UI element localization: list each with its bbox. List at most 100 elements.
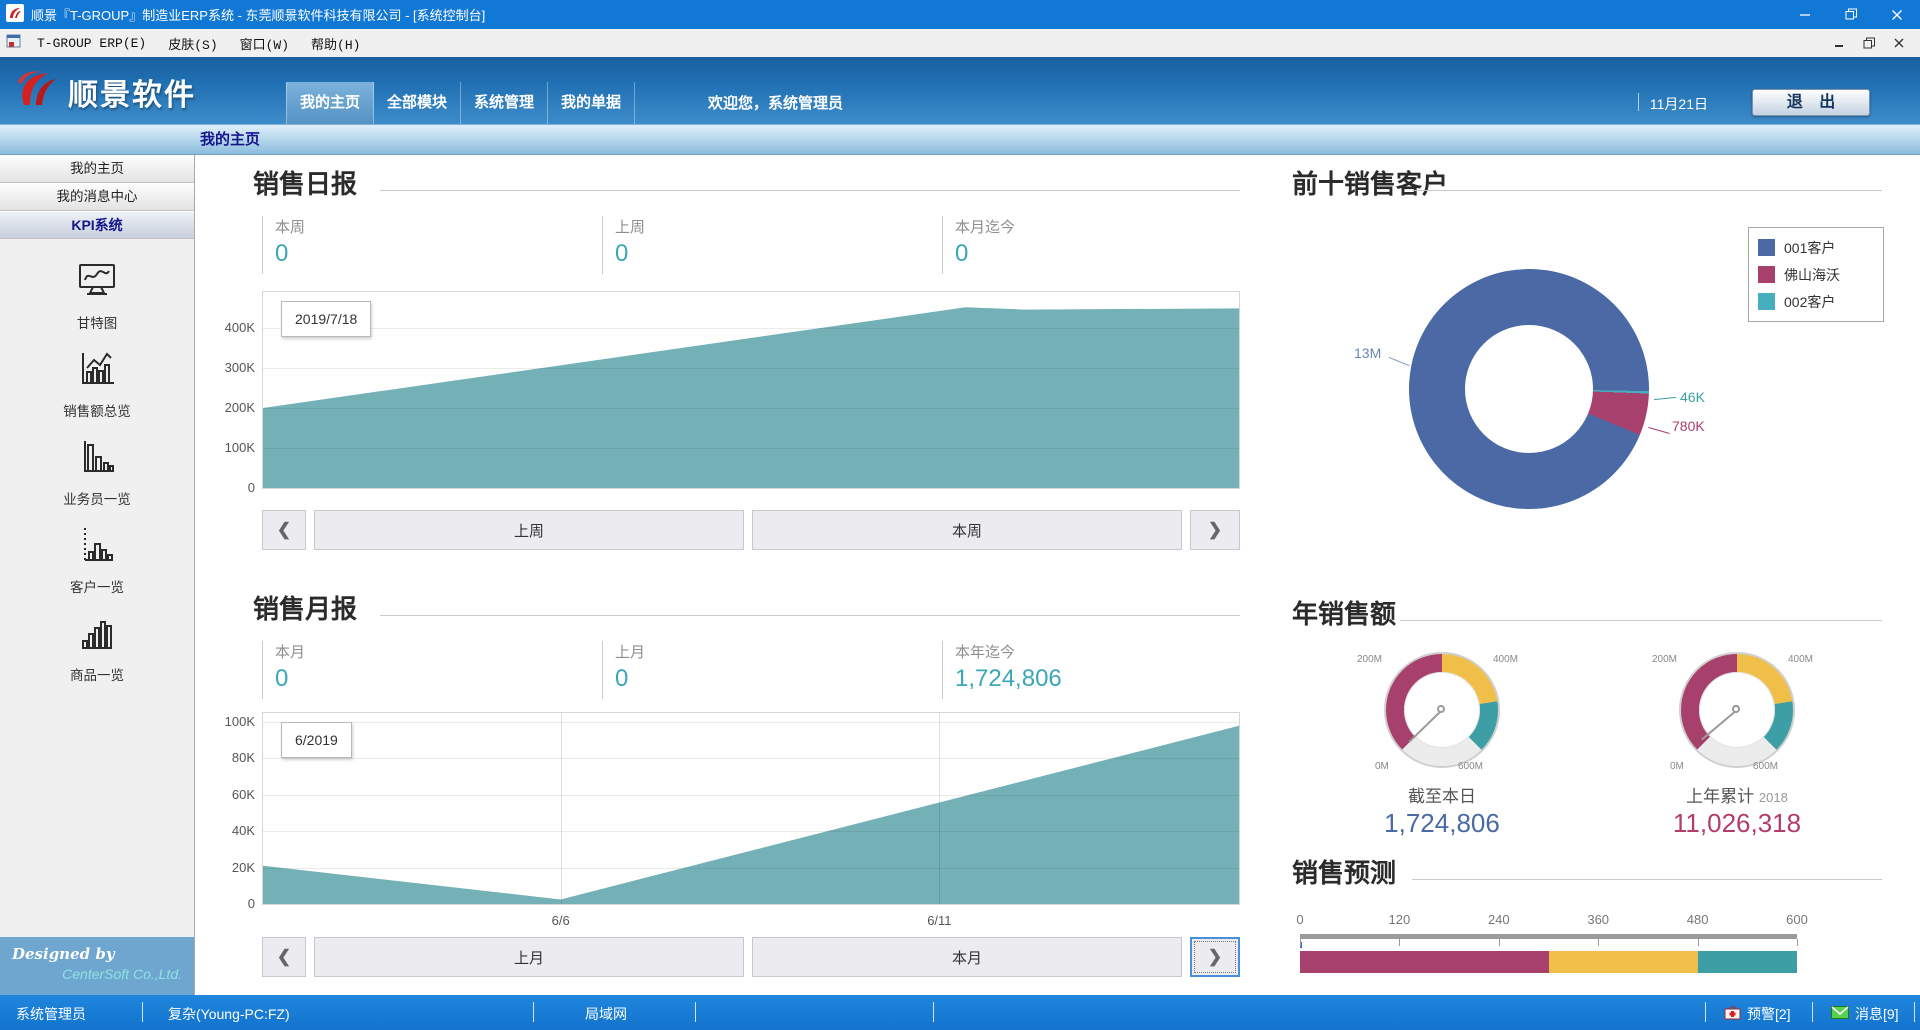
stat-value: 0: [275, 665, 289, 692]
customers-legend: 001客户 佛山海沃 002客户: [1748, 227, 1884, 322]
y-axis-tick: 20K: [231, 859, 255, 875]
monthly-prev-button[interactable]: ❮: [262, 937, 306, 977]
stat-label: 上月: [615, 644, 646, 661]
status-network: 局域网: [585, 1006, 627, 1022]
donut-label-13m: 13M: [1354, 345, 1382, 361]
daily-last-week-button[interactable]: 上周: [314, 510, 744, 550]
gauge-last-year-total: 200M 400M 0M 600M 上年累计 2018 11,026,318: [1652, 648, 1822, 860]
module-label: 销售额总览: [63, 404, 131, 419]
tab-my-home[interactable]: 我的主页: [286, 82, 375, 124]
mdi-window-controls: [1826, 32, 1920, 54]
status-bar: 系统管理员 复杂(Young-PC:FZ) 局域网 预警[2] 消息[9]: [0, 995, 1920, 1030]
menu-skin[interactable]: 皮肤(S): [168, 37, 218, 53]
daily-sales-area-chart: 400K 300K 200K 100K 0 2019/7/18: [225, 291, 1240, 495]
stat-year-to-date: 本年迄今 1,724,806: [942, 641, 1172, 699]
welcome-text: 欢迎您，系统管理员: [708, 95, 844, 112]
module-label: 商品一览: [70, 668, 124, 683]
module-label: 客户一览: [70, 580, 124, 595]
minimize-icon[interactable]: [1782, 0, 1828, 29]
legend-swatch: [1758, 239, 1775, 256]
logo-text: 顺景软件: [68, 78, 196, 112]
module-gantt[interactable]: 甘特图: [0, 253, 194, 341]
forecast-marker: [1300, 942, 1302, 948]
module-salesman-list[interactable]: 业务员一览: [0, 429, 194, 517]
y-axis-tick: 100K: [224, 714, 255, 730]
mdi-close-icon[interactable]: [1886, 32, 1912, 54]
legend-label: 001客户: [1784, 239, 1836, 256]
gauge-tick: 400M: [1788, 654, 1814, 665]
x-axis-tick: 6/6: [551, 913, 570, 928]
sidebar-item-message-center[interactable]: 我的消息中心: [0, 183, 194, 211]
gauge-value: 1,724,806: [1384, 808, 1500, 838]
restore-icon[interactable]: [1828, 0, 1874, 29]
mdi-minimize-icon[interactable]: [1826, 32, 1852, 54]
current-date: 11月21日: [1649, 96, 1708, 112]
mdi-child-icon: [6, 33, 22, 53]
sidebar: 我的主页 我的消息中心 KPI系统 甘特图 销售额总览 业务员一览 客户一览: [0, 155, 195, 995]
monthly-section-title: 销售月报: [253, 594, 358, 624]
status-divider: [1705, 1002, 1706, 1022]
daily-this-week-button[interactable]: 本周: [752, 510, 1182, 550]
monthly-this-month-button[interactable]: 本月: [752, 937, 1182, 977]
module-sales-overview[interactable]: 销售额总览: [0, 341, 194, 429]
stat-label: 本月迄今: [955, 219, 1016, 236]
tab-all-modules[interactable]: 全部模块: [374, 82, 462, 124]
section-divider: [1400, 620, 1882, 621]
forecast-ruler-line: [1300, 934, 1797, 939]
gauge-tick: 0M: [1670, 761, 1684, 772]
tab-my-documents[interactable]: 我的单据: [548, 82, 636, 124]
stat-value: 0: [615, 240, 629, 267]
monthly-sales-area-chart: 100K 80K 60K 40K 20K 0 6/6 6/11 6/2019: [225, 712, 1240, 928]
sales-overview-icon: [77, 350, 117, 393]
section-divider: [1412, 190, 1882, 191]
logo-swoosh-icon: [14, 67, 60, 116]
y-axis-tick: 0: [247, 480, 255, 495]
first-aid-kit-icon: [1724, 1005, 1741, 1023]
forecast-section-title: 销售预测: [1292, 858, 1397, 888]
mdi-restore-icon[interactable]: [1856, 32, 1882, 54]
legend-item: 佛山海沃: [1758, 261, 1874, 288]
donut-label-780k: 780K: [1672, 418, 1705, 434]
status-divider: [933, 1002, 934, 1022]
module-customer-list[interactable]: 客户一览: [0, 517, 194, 605]
forecast-tick-label: 600: [1786, 912, 1808, 927]
y-axis-tick: 80K: [231, 750, 255, 766]
menu-window[interactable]: 窗口(W): [239, 37, 290, 53]
daily-prev-button[interactable]: ❮: [262, 510, 306, 550]
gauge-tick: 200M: [1652, 654, 1678, 665]
daily-next-button[interactable]: ❯: [1190, 510, 1240, 550]
stat-label: 上周: [615, 219, 646, 236]
close-icon[interactable]: [1874, 0, 1920, 29]
stat-this-week: 本周 0: [262, 216, 492, 274]
donut-hole: [1465, 325, 1593, 453]
gantt-chart-icon: [77, 262, 117, 305]
sidebar-item-kpi-system[interactable]: KPI系统: [0, 211, 194, 239]
legend-swatch: [1758, 293, 1775, 310]
donut-leader-line: [1388, 356, 1410, 367]
module-label: 甘特图: [76, 316, 118, 331]
legend-label: 002客户: [1784, 293, 1836, 310]
status-messages[interactable]: 消息[9]: [1831, 1004, 1899, 1024]
status-divider: [142, 1002, 143, 1022]
customer-list-icon: [77, 526, 117, 569]
module-product-list[interactable]: 商品一览: [0, 605, 194, 693]
tab-system-admin[interactable]: 系统管理: [461, 82, 549, 124]
monthly-next-button[interactable]: ❯: [1190, 937, 1240, 977]
menu-tgroup-erp[interactable]: T-GROUP ERP(E): [37, 35, 147, 51]
exit-button[interactable]: 退 出: [1752, 89, 1870, 116]
status-alerts[interactable]: 预警[2]: [1724, 1004, 1791, 1024]
monthly-last-month-button[interactable]: 上月: [314, 937, 744, 977]
messages-label: 消息[9]: [1855, 1006, 1899, 1022]
alerts-label: 预警[2]: [1747, 1006, 1791, 1022]
stat-value: 0: [955, 240, 969, 267]
product-list-icon: [77, 614, 117, 657]
sidebar-item-my-home[interactable]: 我的主页: [0, 155, 194, 183]
forecast-tick-label: 120: [1388, 912, 1411, 927]
designer-company: CenterSoft Co.,Ltd.: [62, 966, 182, 982]
active-document-tab[interactable]: 我的主页: [200, 131, 261, 148]
stat-value: 0: [615, 665, 629, 692]
menu-help[interactable]: 帮助(H): [311, 37, 361, 53]
gauge-tick: 0M: [1375, 761, 1389, 772]
legend-item: 002客户: [1758, 288, 1874, 315]
